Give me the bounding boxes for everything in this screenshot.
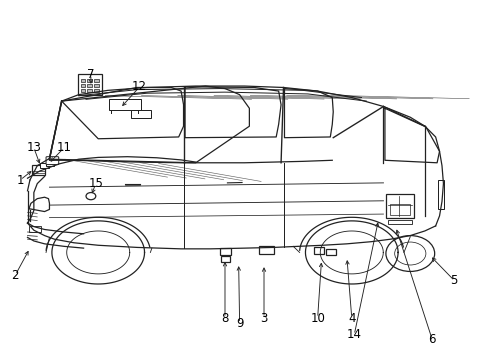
- Text: 3: 3: [260, 311, 267, 325]
- Text: 9: 9: [235, 317, 243, 330]
- Bar: [220, 248, 230, 255]
- Bar: [221, 256, 229, 262]
- Bar: [259, 246, 273, 253]
- Text: 5: 5: [449, 274, 457, 287]
- Bar: [40, 163, 49, 168]
- Text: 10: 10: [309, 311, 325, 325]
- Text: 2: 2: [12, 269, 19, 282]
- Bar: [32, 165, 45, 175]
- Bar: [87, 89, 92, 93]
- Bar: [81, 89, 85, 93]
- Text: 13: 13: [26, 141, 41, 154]
- Bar: [78, 74, 102, 95]
- Text: 12: 12: [132, 80, 147, 93]
- Bar: [87, 78, 92, 82]
- Bar: [87, 84, 92, 87]
- Bar: [313, 247, 324, 254]
- Circle shape: [394, 242, 425, 265]
- Text: 1: 1: [17, 174, 24, 186]
- Circle shape: [86, 193, 96, 200]
- Bar: [45, 161, 54, 166]
- Bar: [385, 194, 413, 218]
- Bar: [387, 220, 411, 224]
- Bar: [389, 204, 409, 215]
- Bar: [437, 180, 443, 209]
- Bar: [109, 99, 141, 110]
- Text: 11: 11: [57, 141, 71, 154]
- Bar: [81, 78, 85, 82]
- Bar: [94, 78, 99, 82]
- Text: 6: 6: [427, 333, 435, 346]
- Text: 7: 7: [87, 68, 95, 81]
- Text: 8: 8: [221, 311, 228, 325]
- Text: 15: 15: [88, 177, 103, 190]
- Bar: [94, 89, 99, 93]
- Text: 14: 14: [346, 328, 361, 341]
- Text: 4: 4: [347, 311, 355, 325]
- Bar: [29, 226, 41, 232]
- Bar: [94, 84, 99, 87]
- Bar: [81, 84, 85, 87]
- FancyBboxPatch shape: [46, 157, 59, 165]
- Bar: [131, 111, 151, 118]
- Bar: [326, 249, 335, 255]
- Circle shape: [385, 235, 434, 271]
